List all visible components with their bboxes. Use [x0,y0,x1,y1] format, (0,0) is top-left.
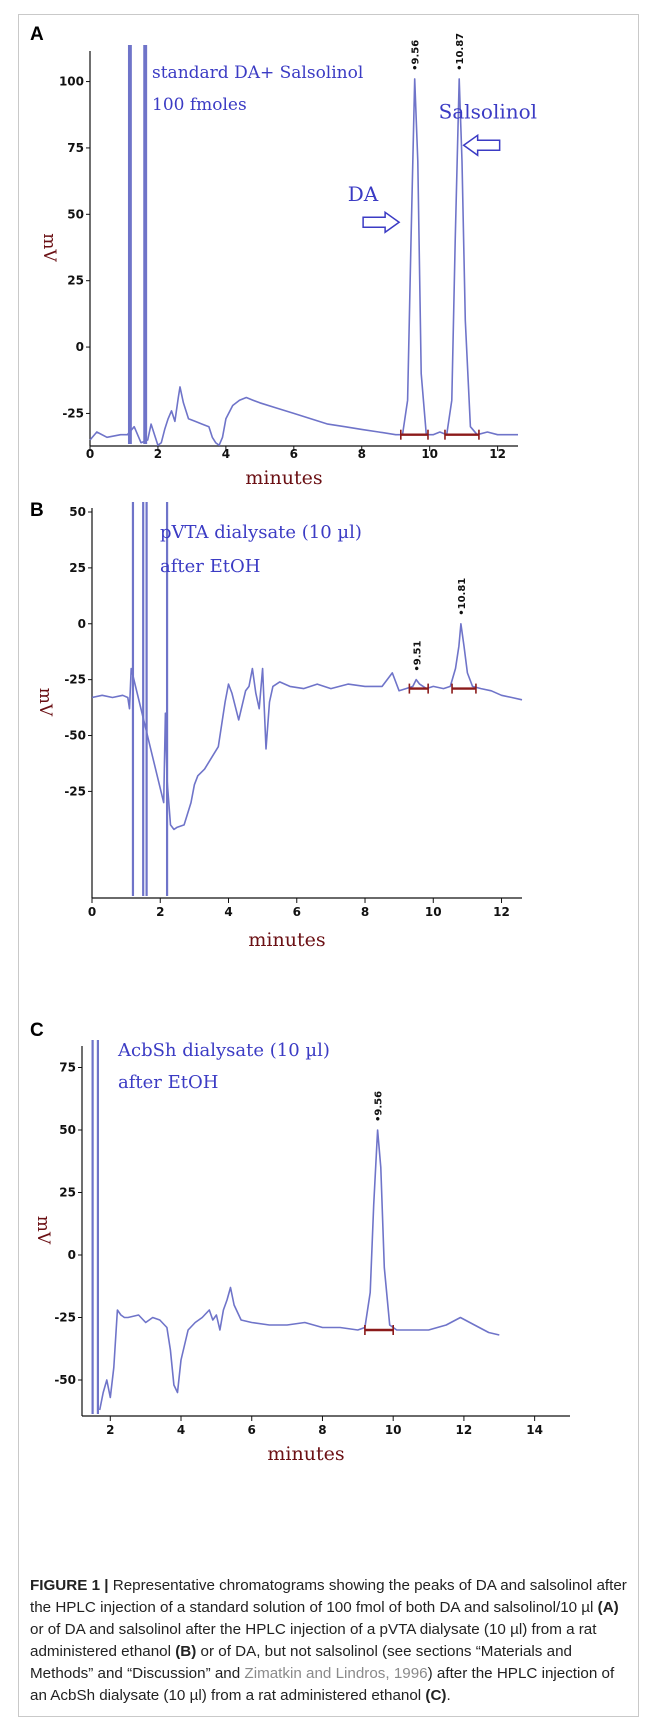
peak-label: •9.56 [374,1091,385,1122]
caption-text-4: ) after the HPLC injection of an AcbSh d… [30,1665,615,1704]
x-tick-label: 4 [224,905,232,919]
x-tick-label: 8 [318,1423,326,1437]
y-axis-label: mV [35,688,55,717]
annotation-text: after EtOH [118,1072,218,1093]
peak-label: •9.51 [413,641,424,672]
y-tick-label: 25 [67,274,84,288]
caption-reference-link[interactable]: Zimatkin and Lindros, 1996 [244,1665,428,1682]
peak-label: •9.56 [411,40,422,71]
figure-caption: FIGURE 1 | Representative chromatograms … [30,1575,630,1707]
caption-text-1: Representative chromatograms showing the… [30,1577,627,1616]
x-tick-label: 8 [358,447,366,461]
annotation-text: after EtOH [160,556,260,577]
y-tick-label: 75 [59,1061,76,1075]
y-tick-label: 100 [59,75,84,89]
x-axis-label: minutes [267,1443,344,1465]
y-tick-label: -25 [62,406,84,420]
y-tick-label: 75 [67,141,84,155]
x-tick-label: 4 [177,1423,185,1437]
x-tick-label: 6 [290,447,298,461]
y-tick-label: 0 [78,617,86,631]
y-axis-label: mV [39,233,59,262]
peak-label: •10.87 [455,33,466,71]
peak-label: •10.81 [457,578,468,616]
x-tick-label: 4 [222,447,230,461]
plot-group: 0 2 4 6 8 10 12 100 75 50 25 0 -25 minutes mV •9.56 •10.… [39,33,537,489]
y-tick-label: 25 [69,561,86,575]
annotation-text: AcbSh dialysate (10 µl) [117,1040,330,1061]
x-tick-label: 0 [86,447,94,461]
x-tick-label: 12 [493,905,510,919]
x-tick-label: 14 [526,1423,543,1437]
annotation-text: standard DA+ Salsolinol [152,63,363,83]
x-tick-label: 6 [248,1423,256,1437]
caption-text-5: . [446,1687,451,1704]
y-tick-label: -50 [54,1373,76,1387]
y-tick-label: 25 [59,1186,76,1200]
x-tick-label: 2 [156,905,164,919]
y-tick-label: 50 [59,1123,76,1137]
arrow-icon [462,133,501,157]
chromatogram-a: 0 2 4 6 8 10 12 100 75 50 25 0 -25 minutes mV •9.56 •10.… [39,33,537,489]
x-tick-label: 8 [361,905,369,919]
figure-frame [18,14,639,1717]
caption-figure-label: FIGURE 1 | [30,1577,109,1594]
y-tick-label: -50 [64,729,86,743]
annotation-text: pVTA dialysate (10 µl) [160,522,362,543]
chart-panel-b: B 0 2 4 6 8 10 12 50 25 0 -25 -50 -25 minutes mV •9.51 •… [0,500,657,951]
x-tick-label: 6 [293,905,301,919]
panel-letter-c: C [30,1020,44,1041]
x-tick-label: 2 [106,1423,114,1437]
y-tick-label: 0 [76,340,84,354]
y-tick-label: 50 [69,505,86,519]
arrow-icon [362,210,401,234]
chromatogram-trace [98,1129,500,1411]
caption-text-2: or of DA and salsolinol after the HPLC i… [30,1621,597,1660]
x-tick-label: 0 [88,905,96,919]
y-tick-label: -25 [54,1311,76,1325]
panel-letter-b: B [30,500,44,521]
chart-panel-c: C 2 4 6 8 10 12 14 75 50 25 0 -25 -50 minutes mV •9.56 A… [0,1020,657,1540]
arrow-label: DA [348,182,379,206]
x-tick-label: 2 [154,447,162,461]
y-axis-label: mV [33,1216,53,1245]
chart-panel-a: A 0 2 4 6 8 10 12 100 75 50 25 0 -25 minutes mV •9.56 •1… [0,0,657,510]
y-tick-label: 0 [68,1248,76,1262]
arrow-label: Salsolinol [439,100,537,124]
y-tick-label: -25 [64,673,86,687]
caption-bold-a: (A) [597,1599,619,1616]
chromatogram-b: 0 2 4 6 8 10 12 50 25 0 -25 -50 -25 minutes mV •9.51 •10… [35,502,523,951]
chromatogram-c: 2 4 6 8 10 12 14 75 50 25 0 -25 -50 minutes mV •9.56 Acb… [33,1040,570,1465]
y-tick-label: -25 [64,784,86,798]
annotation-text: 100 fmoles [152,95,247,115]
x-tick-label: 10 [385,1423,402,1437]
caption-bold-b: (B) [175,1643,197,1660]
x-axis-label: minutes [248,929,325,951]
x-tick-label: 12 [489,447,506,461]
x-tick-label: 12 [456,1423,473,1437]
chromatogram-trace [89,78,518,447]
plot-group: 2 4 6 8 10 12 14 75 50 25 0 -25 -50 minutes mV •9.56 Acb… [33,1040,570,1465]
x-tick-label: 10 [421,447,438,461]
y-tick-label: 50 [67,207,84,221]
caption-text-3: or of DA, but not salsolinol (see sectio… [30,1643,572,1682]
x-tick-label: 10 [425,905,442,919]
panel-letter-a: A [30,24,44,45]
x-axis-label: minutes [245,467,322,489]
plot-group: 0 2 4 6 8 10 12 50 25 0 -25 -50 -25 minutes mV •9.51 •10… [35,502,523,951]
chromatogram-trace [91,623,523,831]
caption-bold-c: (C) [425,1687,447,1704]
